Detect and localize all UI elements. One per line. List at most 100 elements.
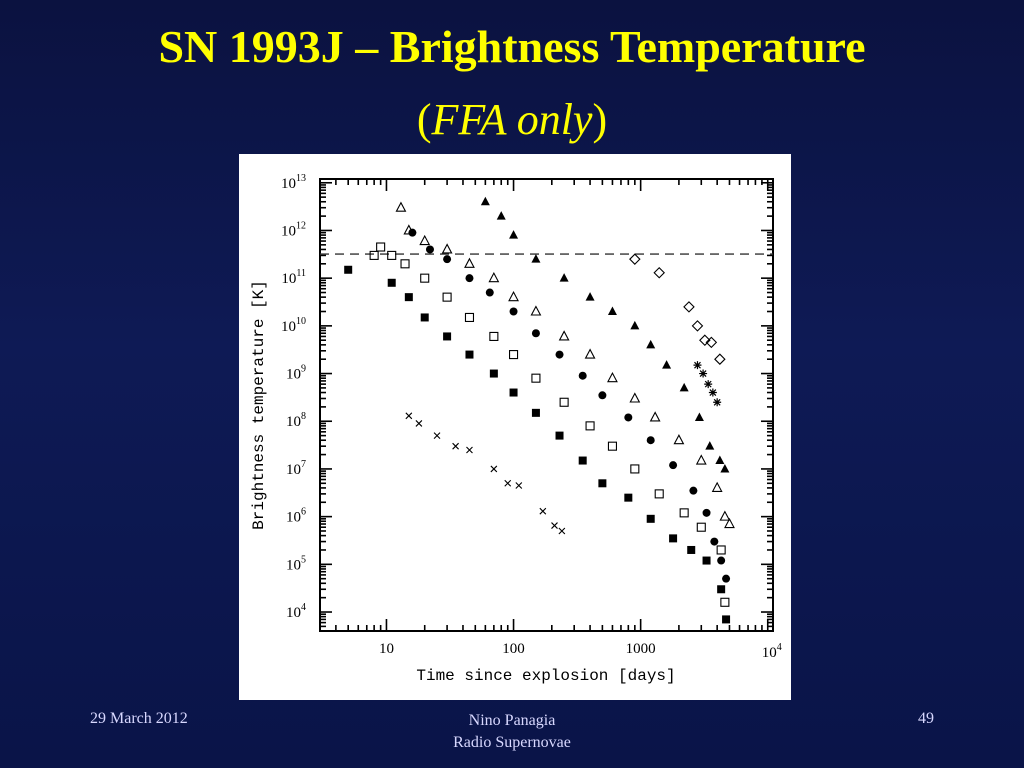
filled-square-marker xyxy=(578,456,587,465)
open-triangle-marker xyxy=(488,271,500,283)
y-tick-label: 104 xyxy=(286,602,306,621)
filled-square-marker xyxy=(598,479,607,488)
footer-topic: Radio Supernovae xyxy=(453,734,571,751)
star-marker xyxy=(713,398,722,407)
footer-date: 29 March 2012 xyxy=(90,710,188,727)
cross-marker xyxy=(558,527,566,535)
star-marker xyxy=(704,380,713,389)
slide-subtitle: (FFA only) xyxy=(0,95,1024,145)
open-square-marker xyxy=(369,250,379,260)
axis-tick-labels: 10 100 1000 104 104 105 106 107 108 109 1010 1011 10… xyxy=(281,173,782,661)
filled-circle-marker xyxy=(425,245,434,254)
filled-square-marker xyxy=(687,545,696,554)
filled-square-marker xyxy=(404,293,413,302)
x-tick-label: 100 xyxy=(502,641,525,657)
footer-credit: Nino Panagia Radio Supernovae xyxy=(412,710,612,754)
open-triangle-marker xyxy=(530,305,542,316)
open-diamond-marker xyxy=(653,266,665,279)
open-triangle-marker xyxy=(558,330,570,341)
filled-circle-marker xyxy=(722,574,731,583)
open-triangle-marker xyxy=(724,517,735,529)
filled-triangle-marker xyxy=(705,441,715,450)
cross-marker xyxy=(405,412,413,420)
open-square-marker xyxy=(679,508,689,518)
filled-square-marker xyxy=(722,615,731,624)
subtitle-close-paren: ) xyxy=(592,95,608,144)
open-square-marker xyxy=(420,273,430,283)
y-tick-label: 108 xyxy=(286,411,306,430)
filled-square-marker xyxy=(344,265,353,274)
open-triangle-marker xyxy=(719,510,731,521)
cross-marker xyxy=(551,522,558,529)
filled-square-marker xyxy=(465,350,474,359)
filled-circle-marker xyxy=(465,274,474,283)
plot-frame xyxy=(319,178,774,632)
filled-triangle-marker xyxy=(531,254,541,263)
filled-triangle-marker xyxy=(630,320,640,330)
open-triangle-marker xyxy=(695,454,707,465)
filled-square-marker xyxy=(489,369,498,378)
filled-triangle-marker xyxy=(679,382,689,392)
filled-circle-marker xyxy=(669,461,678,470)
filled-triangle-marker xyxy=(662,360,672,369)
filled-circle-marker xyxy=(531,329,540,338)
y-tick-label: 105 xyxy=(286,554,306,573)
y-tick-label: 1012 xyxy=(281,220,306,239)
filled-circle-marker xyxy=(646,436,655,445)
cross-marker xyxy=(539,507,547,515)
open-triangle-marker xyxy=(673,434,685,445)
open-triangle-marker xyxy=(395,201,407,212)
cross-marker xyxy=(466,446,473,454)
open-triangle-marker xyxy=(584,348,596,359)
filled-square-marker xyxy=(702,556,711,565)
filled-circle-marker xyxy=(689,486,698,495)
y-tick-label: 1011 xyxy=(281,268,306,287)
open-diamond-marker xyxy=(705,336,718,349)
filled-square-marker xyxy=(717,585,726,594)
open-square-marker xyxy=(442,292,452,302)
open-square-marker xyxy=(696,522,706,532)
open-square-marker xyxy=(654,489,664,499)
star-marker xyxy=(699,369,708,378)
open-square-marker xyxy=(387,250,397,260)
open-diamond-marker xyxy=(629,253,641,265)
filled-square-marker xyxy=(646,514,655,523)
filled-circle-marker xyxy=(624,413,633,422)
filled-square-marker xyxy=(443,332,452,341)
open-triangle-marker xyxy=(508,290,519,302)
filled-circle-marker xyxy=(485,288,494,297)
cross-marker xyxy=(515,482,523,489)
subtitle-italic-text: FFA only xyxy=(431,95,593,144)
axis-ticks xyxy=(319,179,773,632)
filled-triangle-marker xyxy=(480,196,490,206)
filled-triangle-marker xyxy=(694,412,704,421)
open-square-marker xyxy=(508,350,519,360)
cross-marker xyxy=(415,420,423,427)
filled-circle-marker xyxy=(710,537,719,546)
y-tick-label: 106 xyxy=(286,507,306,526)
cross-marker xyxy=(490,465,498,473)
footer-author: Nino Panagia xyxy=(468,712,556,729)
y-tick-label: 107 xyxy=(286,459,306,478)
filled-square-marker xyxy=(387,278,396,287)
open-triangle-marker xyxy=(464,257,475,268)
open-square-marker xyxy=(720,597,730,607)
x-axis-label: Time since explosion [days] xyxy=(416,667,675,685)
open-square-marker xyxy=(464,312,475,323)
open-square-marker xyxy=(531,373,541,383)
open-square-marker xyxy=(559,397,569,407)
filled-triangle-marker xyxy=(509,230,519,239)
chart-panel: 10 100 1000 104 104 105 106 107 108 109 1010 1011 10… xyxy=(239,154,791,700)
cross-marker xyxy=(452,442,459,450)
open-triangle-marker xyxy=(649,411,661,422)
filled-triangle-marker xyxy=(559,273,569,282)
open-square-marker xyxy=(607,441,617,451)
y-axis-label: Brightness temperature [K] xyxy=(250,280,268,530)
cross-marker xyxy=(504,479,512,487)
open-square-marker xyxy=(376,242,386,252)
subtitle-open-paren: ( xyxy=(416,95,432,144)
filled-square-marker xyxy=(420,313,429,322)
open-triangle-marker xyxy=(441,243,453,254)
filled-triangle-marker xyxy=(607,306,617,316)
brightness-temperature-chart: 10 100 1000 104 104 105 106 107 108 109 1010 1011 10… xyxy=(250,173,782,685)
